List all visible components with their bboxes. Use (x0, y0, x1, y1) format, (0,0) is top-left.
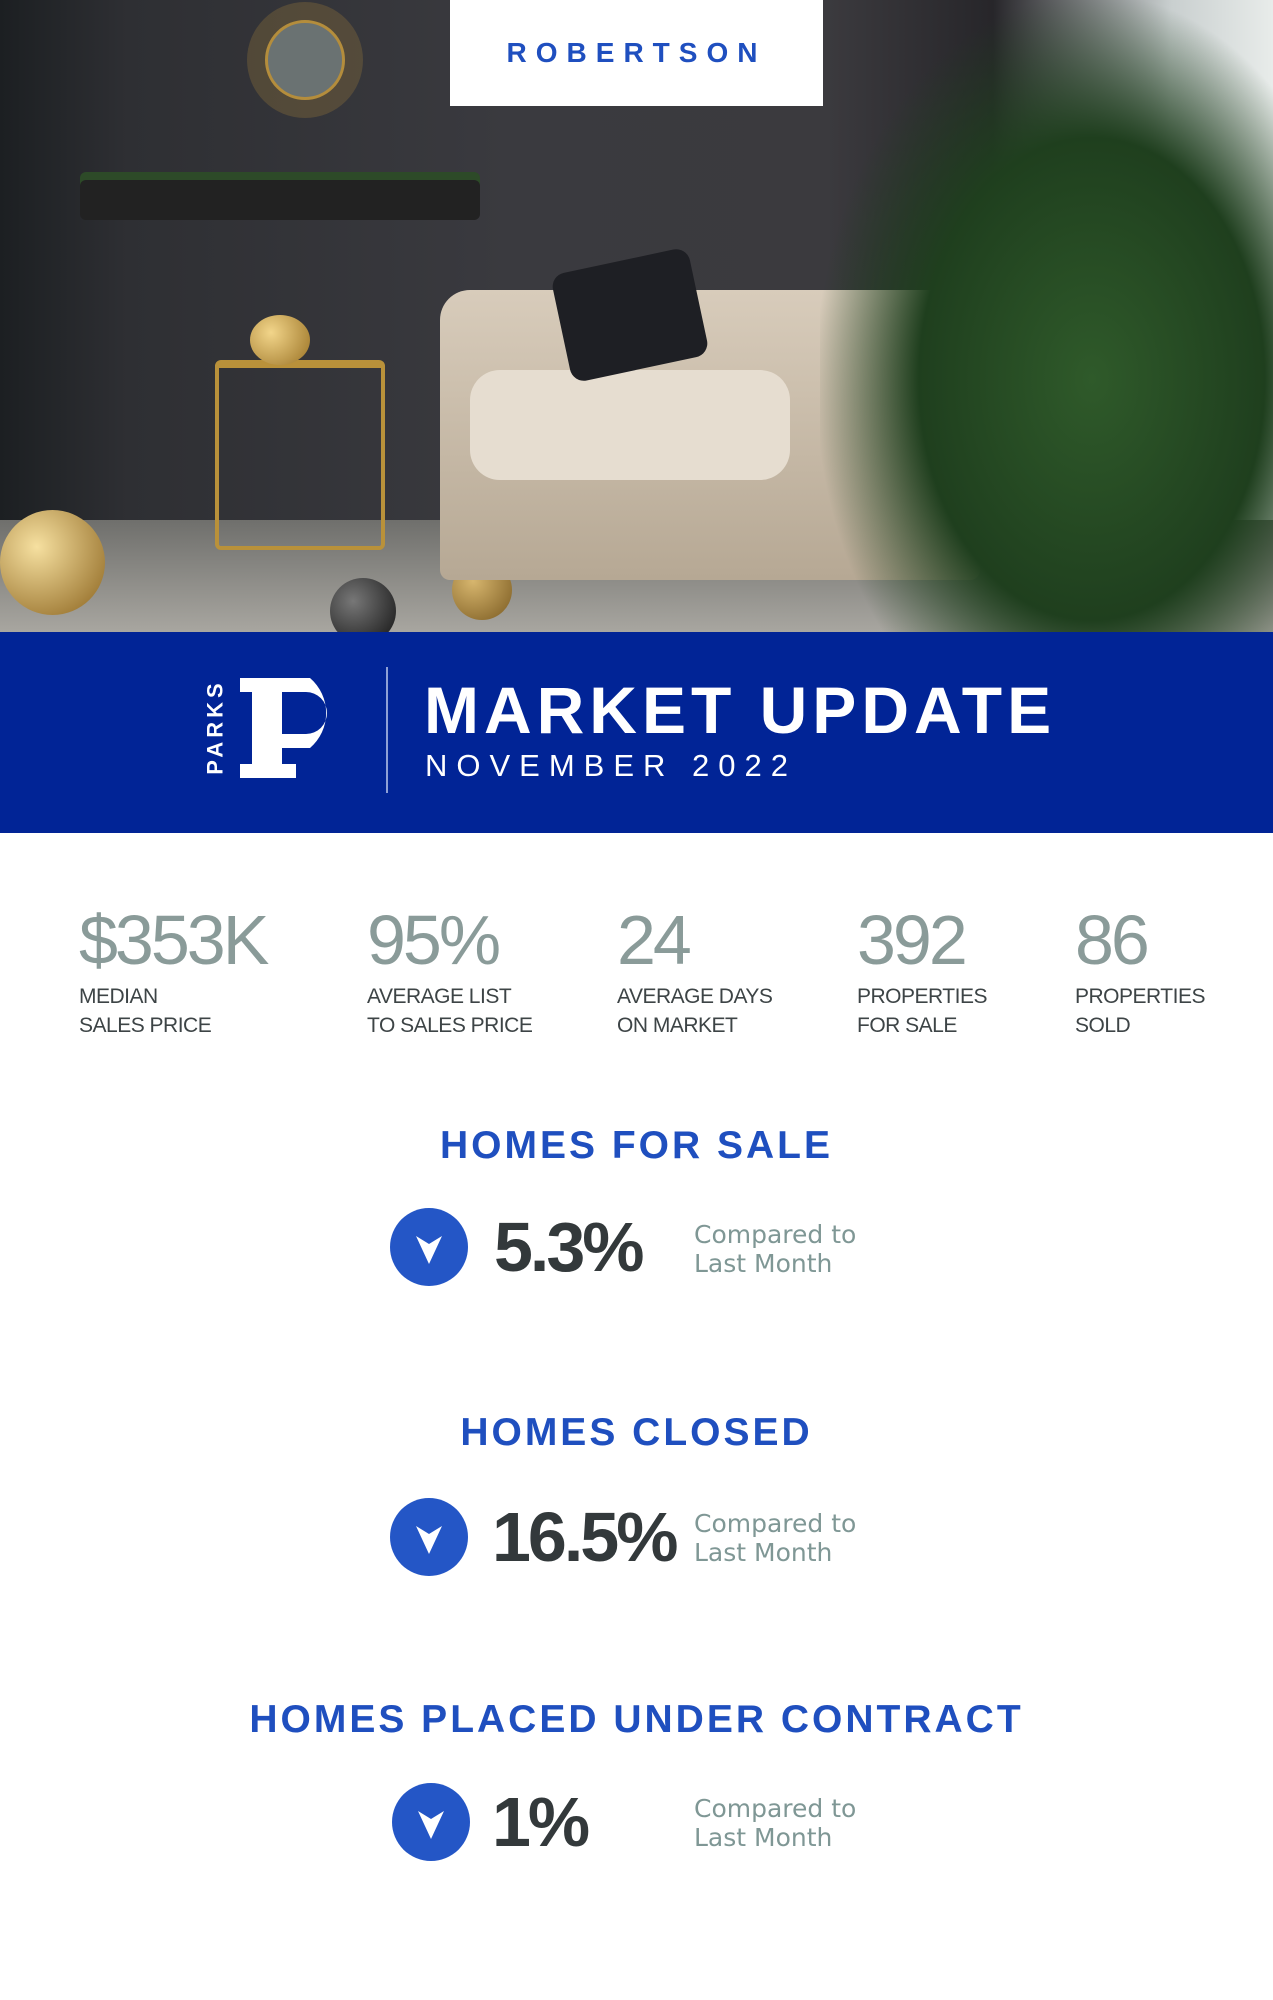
black-ornament (330, 578, 396, 632)
christmas-tree (820, 0, 1273, 632)
gold-ornament (0, 510, 105, 615)
section-heading-homes-for-sale: HOMES FOR SALE (439, 1124, 834, 1167)
section-heading-homes-closed: HOMES CLOSED (460, 1411, 813, 1454)
compare-line-2: Last Month (694, 1249, 833, 1278)
stat-label: AVERAGE LIST TO SALES PRICE (367, 985, 533, 1037)
compare-line-1: Compared to (694, 1509, 857, 1538)
sofa-seat (470, 370, 790, 480)
section-heading-homes-under-contract: HOMES PLACED UNDER CONTRACT (249, 1698, 1024, 1741)
stat-label: AVERAGE DAYS ON MARKET (617, 985, 773, 1037)
page-title: MARKET UPDATE (424, 673, 1057, 747)
gold-side-table (215, 360, 385, 550)
stat-list-to-sales: 95% AVERAGE LIST TO SALES PRICE (367, 900, 533, 1040)
compare-line-2: Last Month (694, 1823, 833, 1852)
stat-median-sales-price: $353K MEDIAN SALES PRICE (79, 900, 269, 1040)
page-subtitle: NOVEMBER 2022 (425, 748, 797, 783)
stat-days-on-market: 24 AVERAGE DAYS ON MARKET (617, 900, 773, 1040)
change-percent: 1% (492, 1783, 590, 1861)
banner-divider (386, 667, 388, 793)
stat-value: 24 (617, 901, 692, 979)
stat-value: $353K (79, 901, 269, 979)
brand-box: ROBERTSON (450, 0, 823, 106)
compare-line-1: Compared to (694, 1794, 857, 1823)
stat-label: PROPERTIES FOR SALE (857, 985, 987, 1037)
compare-line-2: Last Month (694, 1538, 833, 1567)
down-arrow-icon (390, 1498, 468, 1576)
compare-line-1: Compared to (694, 1220, 857, 1249)
stat-properties-sold: 86 PROPERTIES SOLD (1075, 900, 1205, 1040)
stat-value: 86 (1075, 901, 1150, 979)
logo-text: PARKS (203, 679, 229, 775)
brand-name: ROBERTSON (506, 37, 767, 68)
down-arrow-icon (390, 1208, 468, 1286)
stat-label: PROPERTIES SOLD (1075, 985, 1205, 1037)
stat-properties-for-sale: 392 PROPERTIES FOR SALE (857, 900, 987, 1040)
stat-label: MEDIAN SALES PRICE (79, 985, 212, 1037)
stat-value: 392 (857, 901, 968, 979)
parks-p-logo-icon (240, 678, 327, 778)
stat-value: 95% (367, 901, 501, 979)
sunburst-mirror (265, 20, 345, 100)
title-banner (0, 632, 1273, 833)
gold-ornaments (250, 315, 310, 365)
fireplace-mantel (80, 180, 480, 220)
parks-logo-text: PARKS (196, 676, 236, 778)
change-percent: 16.5% (492, 1498, 678, 1576)
change-percent: 5.3% (494, 1208, 645, 1286)
down-arrow-icon (392, 1783, 470, 1861)
